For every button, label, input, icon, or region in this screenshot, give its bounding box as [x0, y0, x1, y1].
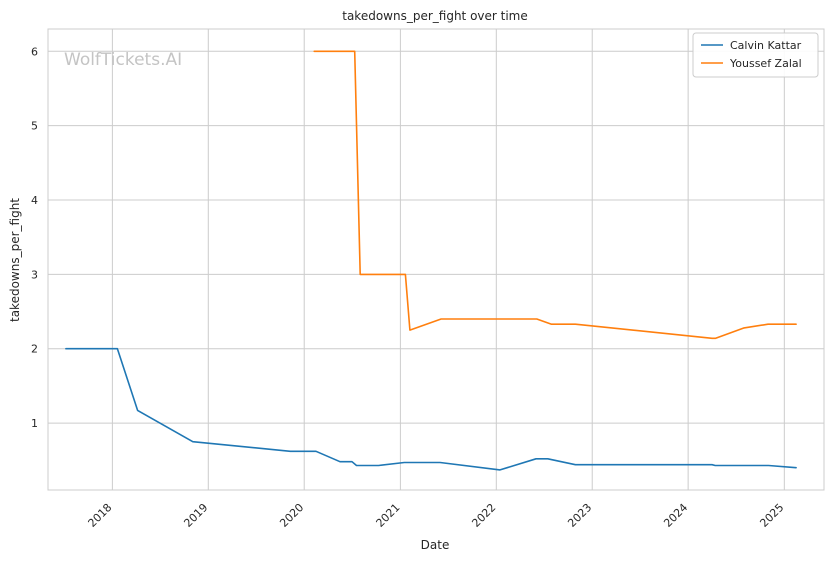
- data-point-youssef-zalal: [405, 274, 407, 276]
- legend-label: Calvin Kattar: [730, 39, 802, 52]
- y-tick-label: 4: [31, 194, 38, 207]
- data-point-calvin-kattar: [547, 458, 549, 460]
- data-point-youssef-zalal: [409, 329, 411, 331]
- data-point-youssef-zalal: [313, 51, 315, 53]
- data-point-calvin-kattar: [575, 464, 577, 466]
- legend: Calvin Kattar Youssef Zalal: [692, 32, 819, 78]
- series-layer: [65, 50, 797, 471]
- data-point-calvin-kattar: [795, 467, 797, 469]
- series-line-calvin-kattar: [65, 347, 797, 471]
- x-gridlines: [111, 29, 785, 490]
- data-point-calvin-kattar: [499, 469, 501, 471]
- watermark-text: WolfTickets.AI: [64, 50, 182, 70]
- data-point-calvin-kattar: [315, 451, 317, 453]
- data-point-youssef-zalal: [711, 338, 713, 340]
- plot-area-frame: [47, 28, 825, 491]
- data-point-youssef-zalal: [795, 323, 797, 325]
- data-point-calvin-kattar: [192, 441, 194, 443]
- data-point-calvin-kattar: [535, 458, 537, 460]
- data-point-calvin-kattar: [404, 462, 406, 464]
- y-tick-label: 3: [31, 268, 38, 281]
- data-point-youssef-zalal: [359, 274, 361, 276]
- data-point-youssef-zalal: [575, 323, 577, 325]
- data-point-calvin-kattar: [356, 465, 358, 467]
- data-point-youssef-zalal: [440, 318, 442, 320]
- data-point-calvin-kattar: [378, 465, 380, 467]
- y-tick-label: 1: [31, 417, 38, 430]
- y-tick-label: 2: [31, 343, 38, 356]
- data-point-calvin-kattar: [351, 461, 353, 463]
- y-axis-ticks: 1 2 3 4 5 6: [31, 45, 38, 430]
- data-point-calvin-kattar: [768, 465, 770, 467]
- data-point-calvin-kattar: [714, 465, 716, 467]
- data-point-youssef-zalal: [715, 338, 717, 340]
- series-line-youssef-zalal: [313, 50, 797, 340]
- legend-box: [692, 32, 819, 78]
- data-point-calvin-kattar: [339, 461, 341, 463]
- data-point-calvin-kattar: [137, 410, 139, 412]
- legend-label: Youssef Zalal: [729, 57, 802, 70]
- data-point-youssef-zalal: [743, 327, 745, 329]
- data-point-calvin-kattar: [439, 462, 441, 464]
- y-tick-label: 5: [31, 120, 38, 133]
- data-point-youssef-zalal: [536, 318, 538, 320]
- x-axis-label: Date: [421, 538, 450, 552]
- data-point-youssef-zalal: [354, 51, 356, 53]
- data-point-calvin-kattar: [65, 348, 67, 350]
- data-point-calvin-kattar: [117, 348, 119, 350]
- chart-title: takedowns_per_fight over time: [342, 9, 528, 23]
- data-point-calvin-kattar: [289, 451, 291, 453]
- data-point-calvin-kattar: [711, 464, 713, 466]
- y-axis-label: takedowns_per_fight: [8, 198, 22, 322]
- y-tick-label: 6: [31, 45, 38, 58]
- data-point-youssef-zalal: [551, 323, 553, 325]
- data-point-youssef-zalal: [767, 323, 769, 325]
